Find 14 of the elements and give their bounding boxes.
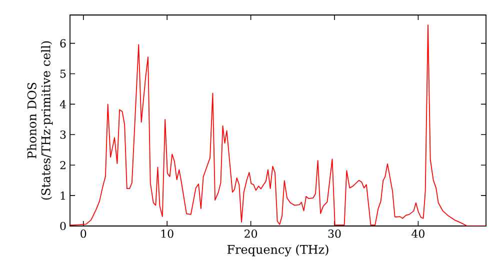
x-tick-label: 30 <box>328 230 341 238</box>
x-tick-label: 20 <box>244 230 258 238</box>
x-axis-title: Frequency (THz) <box>227 244 328 256</box>
y-tick-label: 1 <box>60 191 65 200</box>
y-tick-label: 2 <box>60 161 66 170</box>
x-tick-label: 40 <box>412 230 424 238</box>
y-tick-label: 3 <box>60 130 66 139</box>
y-tick-label: 4 <box>60 100 66 108</box>
y-axis-title: Phonon DOS (States/THz·primitive cell) <box>27 41 53 200</box>
x-tick-label: 0 <box>80 230 86 238</box>
y-tick-label: 6 <box>60 39 66 48</box>
x-tick-label: 10 <box>161 230 174 238</box>
y-tick-label: 5 <box>60 70 66 78</box>
y-tick-label: 0 <box>60 222 66 230</box>
